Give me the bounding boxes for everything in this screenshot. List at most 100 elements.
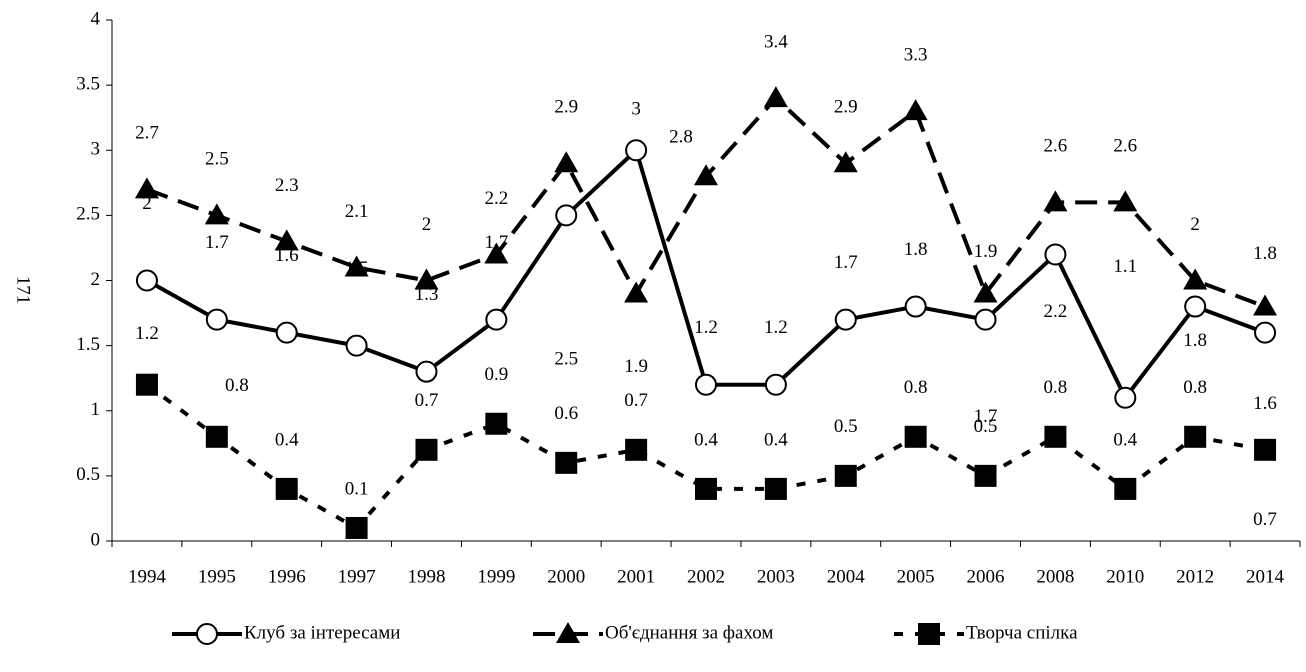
x-tick-label: 2002 (687, 566, 725, 587)
marker (555, 204, 578, 227)
marker (135, 373, 158, 396)
marker (485, 308, 508, 331)
legend-marker (196, 623, 218, 645)
data-label: 2.9 (554, 97, 578, 118)
marker (415, 360, 438, 383)
marker (205, 308, 228, 331)
marker (554, 151, 579, 173)
data-label: 0.5 (834, 416, 858, 437)
marker (694, 164, 718, 186)
data-label: 2.2 (1044, 301, 1068, 322)
marker (625, 438, 648, 461)
marker (275, 477, 298, 500)
marker (974, 464, 997, 487)
marker (484, 242, 509, 264)
y-tick-label: 0 (91, 529, 101, 550)
marker (1254, 321, 1277, 344)
marker (1184, 425, 1207, 448)
x-tick-label: 2012 (1176, 566, 1214, 587)
marker (834, 464, 857, 487)
data-label: 2.6 (1113, 136, 1137, 157)
data-label: 2 (422, 214, 432, 235)
data-label: 1.8 (1183, 330, 1207, 351)
data-label: 0.4 (1113, 429, 1137, 450)
data-label: 0.6 (554, 403, 578, 424)
data-label: 0.7 (415, 390, 439, 411)
series-line (145, 383, 1266, 531)
marker (833, 151, 858, 173)
data-label: 2.3 (275, 175, 299, 196)
y-tick-label: 1 (91, 399, 101, 420)
y-tick-label: 2 (91, 269, 101, 290)
data-label: 1.2 (694, 317, 718, 338)
data-label: 1.8 (904, 239, 928, 260)
data-label: 1.2 (135, 323, 159, 344)
marker (973, 281, 998, 303)
legend-label: Об'єднання за фахом (605, 622, 773, 643)
marker (135, 269, 158, 292)
data-label: 0.4 (694, 429, 718, 450)
data-label: 1.9 (974, 241, 998, 262)
data-label: 1.6 (1253, 393, 1277, 414)
data-label: 0.7 (1253, 509, 1277, 530)
marker (764, 477, 787, 500)
data-label: 1.7 (834, 252, 858, 273)
data-label: 2.8 (669, 127, 693, 148)
marker (695, 477, 717, 500)
x-tick-label: 2004 (827, 566, 866, 587)
data-label: 2 (1190, 214, 1200, 235)
marker (415, 438, 438, 461)
marker (414, 268, 439, 290)
marker (204, 203, 229, 225)
data-label: 3 (631, 99, 641, 120)
data-label: 0.4 (764, 429, 788, 450)
data-label: 1.8 (1253, 243, 1277, 264)
marker (763, 86, 788, 108)
y-tick-label: 3 (91, 139, 101, 160)
x-tick-label: 1995 (198, 566, 236, 587)
data-label: 0.1 (345, 478, 369, 499)
x-tick-label: 1994 (128, 566, 167, 587)
marker (1044, 425, 1067, 448)
marker (903, 99, 928, 121)
x-tick-label: 2001 (617, 566, 655, 587)
x-tick-label: 1999 (477, 566, 515, 587)
marker (834, 308, 857, 331)
marker (1114, 477, 1137, 500)
marker (695, 373, 717, 396)
x-tick-label: 2010 (1106, 566, 1144, 587)
data-label: 2.6 (1044, 136, 1068, 157)
marker (345, 334, 368, 357)
data-label: 0.7 (624, 390, 648, 411)
marker (1183, 268, 1208, 290)
data-label: 1.1 (1113, 256, 1137, 277)
legend-label: Творча спілка (966, 622, 1078, 643)
y-tick-label: 3.5 (76, 73, 100, 94)
data-label: 2.7 (135, 123, 159, 144)
y-tick-label: 1.5 (76, 334, 100, 355)
data-label: 2.1 (345, 201, 369, 222)
data-label: 0.8 (904, 377, 928, 398)
data-label: 2.2 (484, 188, 508, 209)
x-tick-label: 1996 (268, 566, 306, 587)
data-label: 2.5 (205, 149, 229, 170)
marker (1044, 243, 1067, 266)
x-tick-label: 1998 (407, 566, 445, 587)
data-label: 0.8 (1044, 377, 1068, 398)
marker (205, 425, 228, 448)
x-tick-label: 2006 (967, 566, 1005, 587)
data-label: 1.7 (205, 232, 229, 253)
y-tick-label: 4 (91, 8, 101, 29)
marker (274, 229, 299, 251)
data-label: 0.5 (974, 416, 998, 437)
marker (555, 451, 578, 474)
marker (345, 516, 368, 539)
data-label: 0.4 (275, 429, 299, 450)
marker (485, 412, 508, 435)
data-label: 2.9 (834, 97, 858, 118)
x-tick-label: 2000 (547, 566, 585, 587)
marker (1043, 190, 1068, 212)
y-tick-label: 2.5 (76, 204, 100, 225)
marker (624, 281, 649, 303)
x-tick-label: 2014 (1246, 566, 1285, 587)
